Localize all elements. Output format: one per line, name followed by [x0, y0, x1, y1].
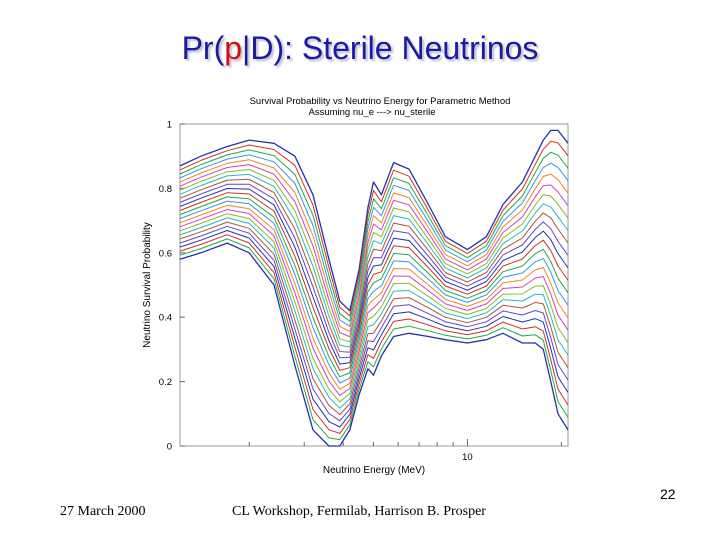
- series-line: [179, 217, 569, 409]
- series-line: [179, 169, 569, 343]
- series-line: [179, 188, 569, 365]
- series-line: [179, 221, 569, 415]
- series-line: [179, 225, 569, 422]
- y-tick-label: 0.8: [159, 184, 172, 195]
- series-line: [179, 154, 569, 327]
- x-axis-ticks: 10: [248, 439, 562, 463]
- y-tick-label: 0.4: [159, 313, 172, 324]
- series-line: [179, 242, 569, 447]
- plot-frame: [179, 123, 569, 447]
- x-tick-label: 10: [462, 452, 473, 463]
- series-line: [179, 209, 569, 397]
- slide-title-prefix: Pr(: [181, 30, 225, 66]
- slide-title-highlight: p: [224, 30, 243, 66]
- series-line: [179, 159, 569, 332]
- series-line: [179, 196, 569, 378]
- series-line: [179, 213, 569, 403]
- series-line: [179, 129, 569, 312]
- series-line: [179, 164, 569, 338]
- series-line: [179, 173, 569, 348]
- series-line: [179, 183, 569, 359]
- series-line: [179, 234, 569, 434]
- y-tick-label: 1: [167, 120, 172, 131]
- y-axis-label: Neutrino Survival Probability: [142, 222, 153, 348]
- series-line: [179, 140, 569, 317]
- series-line: [179, 204, 569, 390]
- series-line: [179, 149, 569, 322]
- footer-credit: CL Workshop, Fermilab, Harrison B. Prosp…: [232, 504, 486, 519]
- y-tick-label: 0.2: [159, 377, 172, 388]
- x-axis-label: Neutrino Energy (MeV): [323, 465, 425, 476]
- series-line: [179, 230, 569, 428]
- y-tick-label: 0: [167, 442, 172, 453]
- footer-date: 27 March 2000: [60, 504, 146, 519]
- slide-title: Pr(p|D): Sterile Neutrinos: [0, 30, 720, 67]
- series-line: [179, 238, 569, 441]
- page-number: 22: [660, 486, 676, 502]
- series-line: [179, 192, 569, 371]
- chart-subtitle: Assuming nu_e ---> nu_sterile: [309, 107, 436, 118]
- y-tick-label: 0.6: [159, 248, 172, 259]
- series-line: [179, 178, 569, 353]
- series-curves: [179, 129, 569, 447]
- chart-title: Survival Probability vs Neutrino Energy …: [250, 96, 511, 107]
- series-line: [179, 200, 569, 384]
- slide-title-suffix: |D): Sterile Neutrinos: [242, 30, 539, 66]
